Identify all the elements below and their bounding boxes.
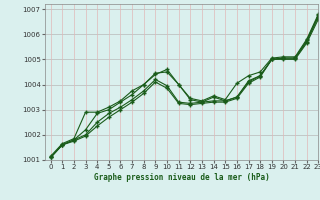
X-axis label: Graphe pression niveau de la mer (hPa): Graphe pression niveau de la mer (hPa) xyxy=(94,173,269,182)
